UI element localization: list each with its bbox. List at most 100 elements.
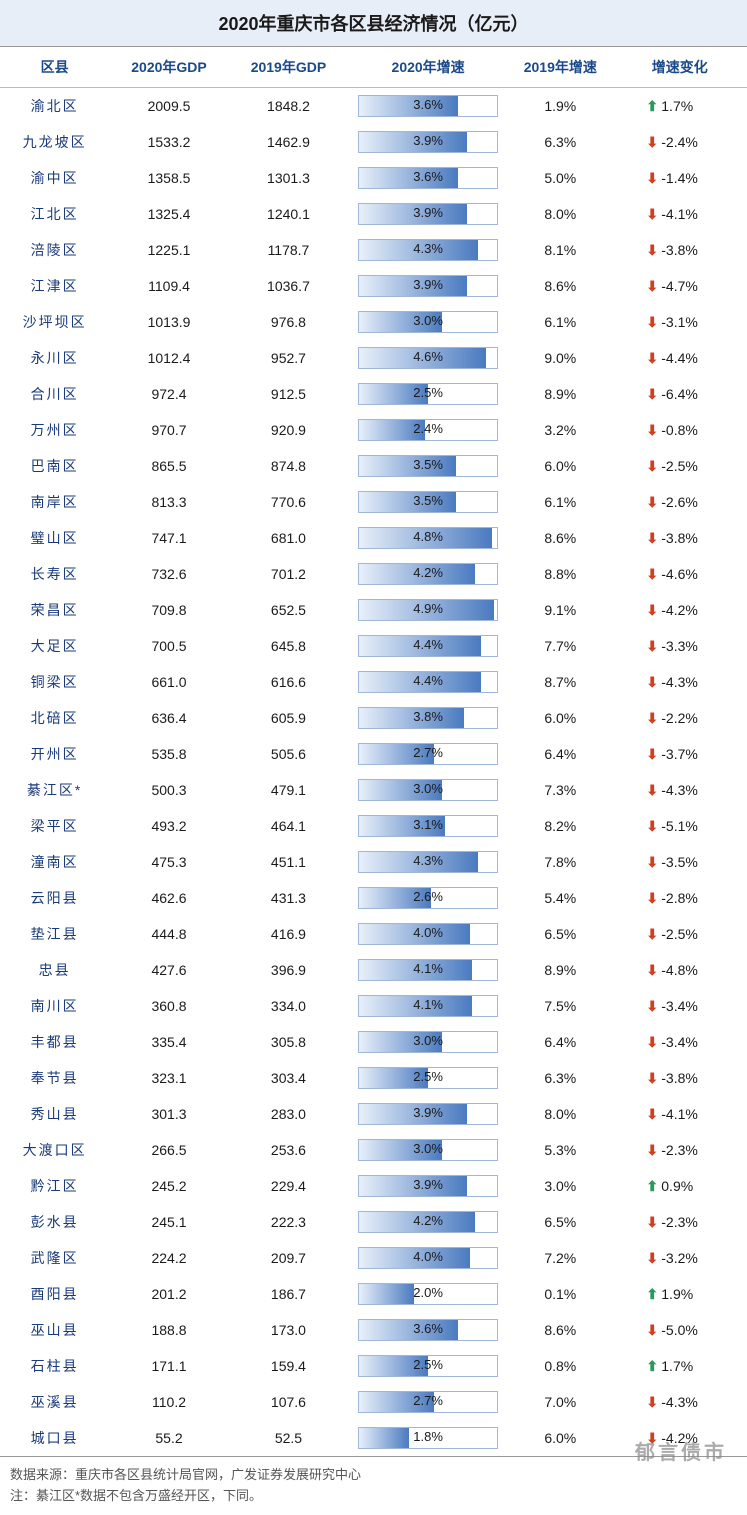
district-cell: 梁平区 [0,808,109,844]
growth-bar: 3.8% [358,707,498,729]
table-row: 南川区360.8334.04.1%7.5%⬇ -3.4% [0,988,747,1024]
change-cell: ⬇ -4.1% [613,1096,747,1132]
growth2020-cell: 3.9% [348,1096,508,1132]
growth-bar: 4.3% [358,239,498,261]
growth2019-cell: 7.7% [508,628,612,664]
growth2020-cell: 2.0% [348,1276,508,1312]
arrow-down-icon: ⬇ [643,422,661,439]
table-row: 荣昌区709.8652.54.9%9.1%⬇ -4.2% [0,592,747,628]
gdp2020-cell: 2009.5 [109,88,228,125]
gdp2019-cell: 186.7 [229,1276,348,1312]
table-row: 彭水县245.1222.34.2%6.5%⬇ -2.3% [0,1204,747,1240]
growth2019-cell: 6.0% [508,700,612,736]
growth-bar: 4.1% [358,959,498,981]
growth-bar-label: 2.5% [359,1357,497,1372]
district-cell: 潼南区 [0,844,109,880]
table-row: 渝中区1358.51301.33.6%5.0%⬇ -1.4% [0,160,747,196]
gdp2019-cell: 229.4 [229,1168,348,1204]
gdp2019-cell: 431.3 [229,880,348,916]
arrow-down-icon: ⬇ [643,278,661,295]
change-cell: ⬇ -4.2% [613,592,747,628]
arrow-down-icon: ⬇ [643,1322,661,1339]
growth-bar: 4.8% [358,527,498,549]
district-cell: 城口县 [0,1420,109,1457]
col-header-change: 增速变化 [613,47,747,88]
gdp2020-cell: 1225.1 [109,232,228,268]
change-value: -3.7% [661,746,716,762]
gdp2020-cell: 1109.4 [109,268,228,304]
change-value: -3.8% [661,530,716,546]
table-row: 永川区1012.4952.74.6%9.0%⬇ -4.4% [0,340,747,376]
change-cell: ⬇ -3.8% [613,232,747,268]
growth-bar-label: 2.0% [359,1285,497,1300]
growth-bar-label: 3.0% [359,781,497,796]
footer-source: 数据来源：重庆市各区县统计局官网，广发证券发展研究中心 [10,1465,737,1486]
district-cell: 永川区 [0,340,109,376]
arrow-down-icon: ⬇ [643,1034,661,1051]
district-cell: 铜梁区 [0,664,109,700]
growth-bar: 3.5% [358,455,498,477]
district-cell: 南岸区 [0,484,109,520]
growth2019-cell: 8.8% [508,556,612,592]
gdp2020-cell: 813.3 [109,484,228,520]
growth2019-cell: 7.3% [508,772,612,808]
change-value: -3.8% [661,242,716,258]
growth2020-cell: 2.5% [348,1348,508,1384]
growth2020-cell: 1.8% [348,1420,508,1457]
gdp2020-cell: 188.8 [109,1312,228,1348]
district-cell: 武隆区 [0,1240,109,1276]
table-row: 万州区970.7920.92.4%3.2%⬇ -0.8% [0,412,747,448]
growth-bar: 3.9% [358,203,498,225]
gdp2020-cell: 201.2 [109,1276,228,1312]
gdp2020-cell: 1533.2 [109,124,228,160]
growth2019-cell: 7.2% [508,1240,612,1276]
gdp2019-cell: 396.9 [229,952,348,988]
growth2020-cell: 3.0% [348,304,508,340]
district-cell: 奉节县 [0,1060,109,1096]
col-header-gdp2020: 2020年GDP [109,47,228,88]
change-cell: ⬇ -5.0% [613,1312,747,1348]
growth2019-cell: 1.9% [508,88,612,125]
table-row: 大足区700.5645.84.4%7.7%⬇ -3.3% [0,628,747,664]
growth-bar-label: 3.6% [359,1321,497,1336]
growth-bar: 3.9% [358,1175,498,1197]
gdp2020-cell: 970.7 [109,412,228,448]
gdp2019-cell: 52.5 [229,1420,348,1457]
district-cell: 巴南区 [0,448,109,484]
change-cell: ⬇ -2.3% [613,1132,747,1168]
arrow-up-icon: ⬆ [643,1358,661,1375]
change-cell: ⬇ -3.7% [613,736,747,772]
gdp2019-cell: 334.0 [229,988,348,1024]
growth2020-cell: 3.6% [348,88,508,125]
change-cell: ⬇ -2.5% [613,448,747,484]
growth2020-cell: 3.0% [348,1132,508,1168]
change-value: -4.3% [661,674,716,690]
arrow-down-icon: ⬇ [643,1214,661,1231]
gdp2020-cell: 245.2 [109,1168,228,1204]
gdp2019-cell: 952.7 [229,340,348,376]
growth-bar: 4.2% [358,1211,498,1233]
arrow-down-icon: ⬇ [643,1394,661,1411]
growth2020-cell: 4.2% [348,556,508,592]
growth-bar-label: 4.6% [359,349,497,364]
growth2019-cell: 8.0% [508,1096,612,1132]
district-cell: 云阳县 [0,880,109,916]
gdp2020-cell: 709.8 [109,592,228,628]
change-value: 0.9% [661,1178,716,1194]
growth2019-cell: 5.3% [508,1132,612,1168]
growth-bar-label: 3.6% [359,169,497,184]
table-row: 綦江区*500.3479.13.0%7.3%⬇ -4.3% [0,772,747,808]
district-cell: 巫山县 [0,1312,109,1348]
table-row: 潼南区475.3451.14.3%7.8%⬇ -3.5% [0,844,747,880]
district-cell: 九龙坡区 [0,124,109,160]
arrow-down-icon: ⬇ [643,710,661,727]
change-cell: ⬇ -3.2% [613,1240,747,1276]
district-cell: 巫溪县 [0,1384,109,1420]
gdp2019-cell: 107.6 [229,1384,348,1420]
table-row: 梁平区493.2464.13.1%8.2%⬇ -5.1% [0,808,747,844]
growth2019-cell: 3.2% [508,412,612,448]
gdp2019-cell: 173.0 [229,1312,348,1348]
district-cell: 沙坪坝区 [0,304,109,340]
growth2019-cell: 8.2% [508,808,612,844]
growth-bar: 3.0% [358,779,498,801]
